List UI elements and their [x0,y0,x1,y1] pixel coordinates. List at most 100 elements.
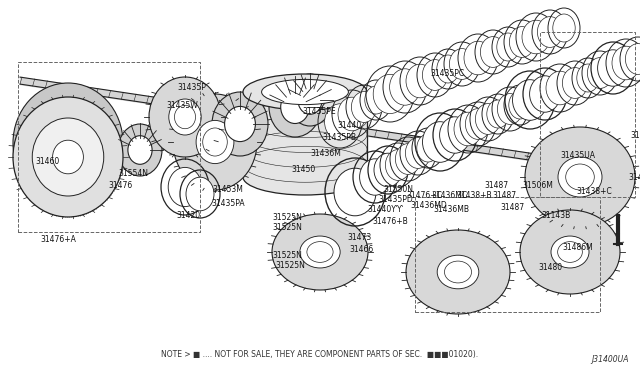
Ellipse shape [525,127,635,227]
Ellipse shape [449,49,475,79]
Text: 31550N: 31550N [383,186,413,195]
Text: J31400UA: J31400UA [591,356,628,365]
Ellipse shape [465,109,491,140]
Ellipse shape [38,110,99,176]
Text: 31487: 31487 [484,180,508,189]
Ellipse shape [169,99,201,135]
Text: 31436MB: 31436MB [433,205,469,215]
Ellipse shape [396,144,420,174]
Text: 31486M: 31486M [563,244,593,253]
Ellipse shape [588,58,612,89]
Ellipse shape [497,94,523,124]
Ellipse shape [422,122,458,162]
Ellipse shape [625,44,640,74]
Text: 31435P: 31435P [177,83,207,93]
Ellipse shape [497,33,519,61]
Text: 31384A: 31384A [630,131,640,140]
Text: 31476+B: 31476+B [372,218,408,227]
Ellipse shape [577,64,599,92]
Ellipse shape [243,159,367,195]
Ellipse shape [558,157,602,197]
Ellipse shape [272,214,368,290]
Ellipse shape [390,69,420,105]
Ellipse shape [454,112,482,146]
Text: 31476+A: 31476+A [40,235,76,244]
Text: 31143B: 31143B [541,212,571,221]
Text: 31440ƳƳ: 31440ƳƳ [367,205,403,215]
Ellipse shape [300,236,340,268]
Text: 31436M: 31436M [310,148,341,157]
Ellipse shape [324,104,355,140]
Ellipse shape [149,77,221,157]
Ellipse shape [487,100,509,128]
Ellipse shape [406,64,434,98]
Text: 31435W: 31435W [166,100,198,109]
Ellipse shape [360,159,390,195]
Ellipse shape [546,71,574,105]
Text: 31440: 31440 [338,121,362,129]
Text: 31460: 31460 [35,157,60,167]
Ellipse shape [374,153,402,187]
Ellipse shape [440,117,470,153]
Ellipse shape [598,50,628,86]
Ellipse shape [269,77,321,137]
Ellipse shape [563,68,588,99]
Ellipse shape [612,46,640,80]
Ellipse shape [406,230,510,314]
Text: 31476: 31476 [108,180,132,189]
Ellipse shape [365,86,387,114]
Text: NOTE > ■ .... NOT FOR SALE, THEY ARE COMPONENT PARTS OF SEC.  ■■■01020).: NOTE > ■ .... NOT FOR SALE, THEY ARE COM… [161,350,479,359]
Ellipse shape [13,83,123,203]
Text: 31554N: 31554N [118,169,148,177]
Ellipse shape [281,90,309,124]
Text: 31453M: 31453M [212,186,243,195]
Text: 31438+B: 31438+B [456,190,492,199]
Text: 31435PD: 31435PD [379,196,413,205]
Ellipse shape [464,41,492,75]
Text: 31473: 31473 [348,234,372,243]
Text: 31435UA: 31435UA [561,151,595,160]
Ellipse shape [520,210,620,294]
Ellipse shape [373,74,407,113]
Ellipse shape [168,167,202,206]
Text: 31435PA: 31435PA [211,199,245,208]
Text: 31436MC: 31436MC [431,192,467,201]
Ellipse shape [118,124,162,176]
Ellipse shape [405,138,431,169]
Text: 31466: 31466 [350,246,374,254]
Text: 31407H: 31407H [628,173,640,183]
Text: 31435PE: 31435PE [302,108,335,116]
Ellipse shape [437,55,460,83]
Ellipse shape [186,177,214,211]
Ellipse shape [196,121,234,164]
Ellipse shape [481,36,506,67]
Ellipse shape [212,92,268,156]
Text: 31438+C: 31438+C [576,187,612,196]
Text: 31487: 31487 [492,192,516,201]
Text: 31506M: 31506M [523,180,554,189]
Ellipse shape [476,103,500,134]
Ellipse shape [522,20,550,54]
Text: 31487: 31487 [500,202,524,212]
Ellipse shape [52,140,83,174]
Ellipse shape [334,168,376,216]
Ellipse shape [385,150,411,180]
Ellipse shape [298,86,322,114]
Ellipse shape [551,236,589,268]
Ellipse shape [288,74,332,126]
Ellipse shape [437,255,479,289]
Ellipse shape [509,27,534,57]
Ellipse shape [173,94,257,190]
Ellipse shape [262,79,348,105]
Text: 31420: 31420 [176,211,200,219]
Ellipse shape [509,91,531,119]
Ellipse shape [513,80,547,120]
Ellipse shape [351,92,376,122]
Ellipse shape [422,60,447,90]
Text: 31525N: 31525N [275,262,305,270]
Text: 31525N: 31525N [272,224,302,232]
Text: 31525N: 31525N [272,214,302,222]
Ellipse shape [13,97,123,217]
Text: 31436MD: 31436MD [411,201,447,209]
Ellipse shape [538,17,563,47]
